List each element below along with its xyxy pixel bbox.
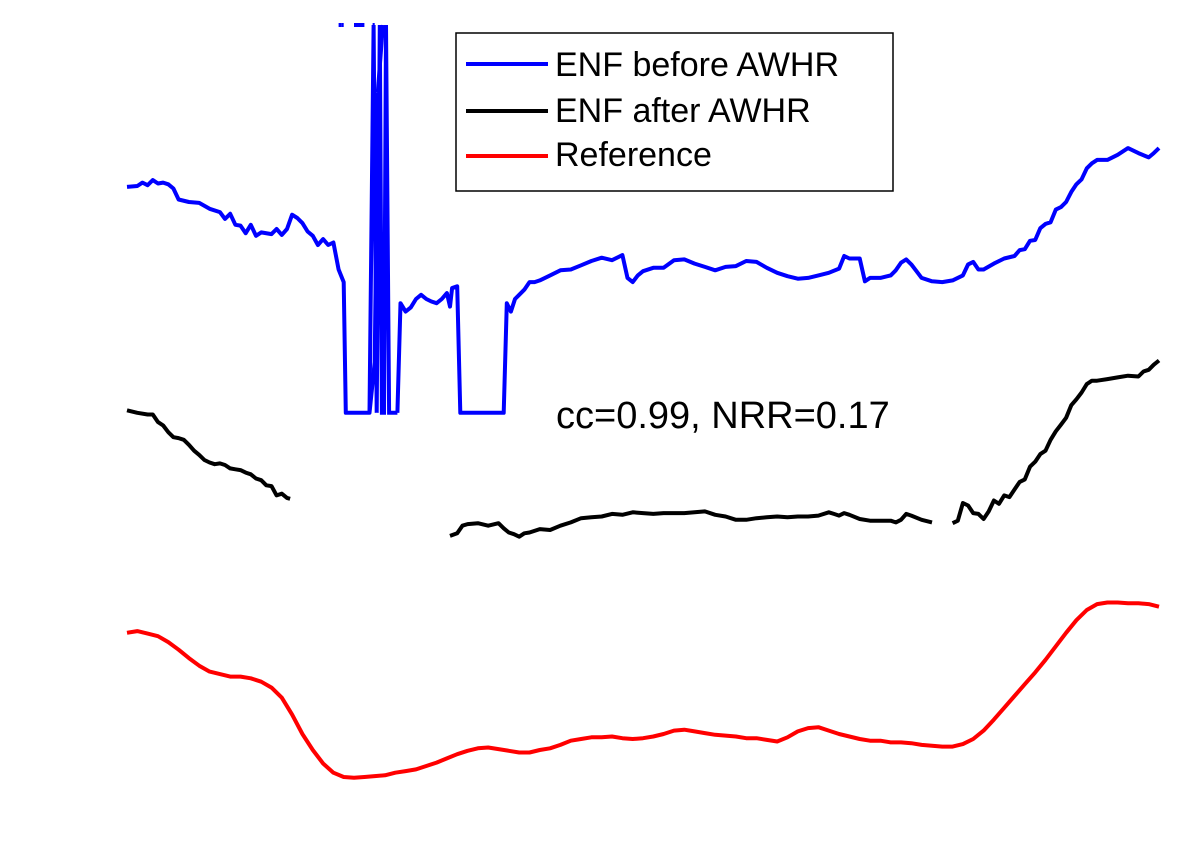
legend: ENF before AWHR ENF after AWHR Reference: [455, 32, 894, 192]
series-line-1-segment-1: [449, 509, 933, 539]
series-line-1-segment-2: [951, 358, 1161, 526]
series-line-0-tail: [395, 146, 1161, 415]
series-enf-after-awhr: [126, 358, 1161, 539]
series-layer: [126, 23, 1161, 780]
legend-label-reference: Reference: [555, 136, 712, 174]
legend-label-enf-after: ENF after AWHR: [555, 92, 811, 130]
series-enf-before-awhr: [126, 23, 385, 415]
series-line-0-spikes: [367, 24, 398, 415]
legend-label-enf-before: ENF before AWHR: [555, 46, 839, 84]
series-line-2-segment-0: [126, 600, 1160, 780]
series-line-0-segment-0: [126, 92, 380, 415]
annotation-cc-nrr: cc=0.99, NRR=0.17: [556, 395, 890, 437]
series-reference: [126, 600, 1160, 780]
series-line-1-segment-0: [126, 408, 291, 501]
